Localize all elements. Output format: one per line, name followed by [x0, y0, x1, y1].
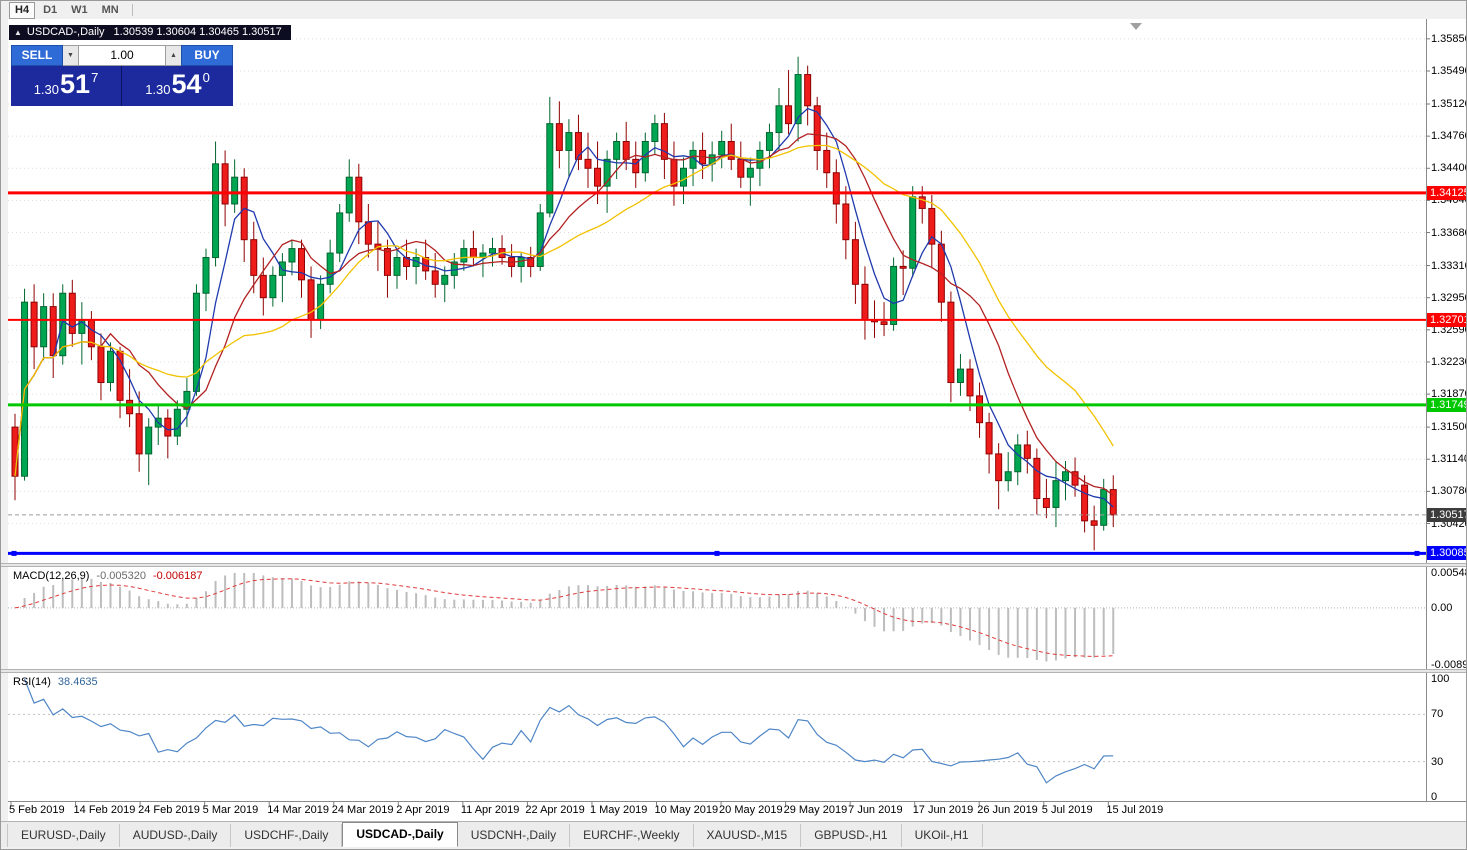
price-line-label: 1.30085	[1427, 546, 1466, 561]
date-axis-label: 22 Apr 2019	[525, 804, 585, 816]
price-line-label: 1.31749	[1427, 397, 1466, 412]
current-bid-label: 1.30517	[1427, 507, 1466, 522]
date-axis-label: 5 Feb 2019	[9, 804, 65, 816]
buy-price-head: 1.30	[145, 82, 171, 97]
timeframe-button-w1[interactable]: W1	[71, 3, 88, 16]
macd-main-value: -0.005320	[96, 570, 146, 582]
price-axis-label: 1.35120	[1431, 98, 1467, 110]
price-axis-label: 1.31870	[1431, 388, 1467, 401]
price-line-label: 1.32701	[1427, 312, 1466, 327]
price-axis-label: 1.33680	[1431, 226, 1467, 239]
volume-input[interactable]: 1.00	[78, 45, 166, 66]
macd-indicator-label: MACD(12,26,9) -0.005320 -0.006187	[13, 570, 203, 582]
chart-title-ohlc: 1.30539 1.30604 1.30465 1.30517	[113, 26, 282, 38]
buy-button[interactable]: BUY	[181, 45, 233, 66]
date-axis-label: 14 Feb 2019	[73, 804, 136, 816]
price-axis-label: 1.33310	[1431, 259, 1467, 272]
macd-signal-value: -0.006187	[152, 570, 203, 582]
price-axis-label: 1.35490	[1431, 64, 1467, 77]
timeframe-button-d1[interactable]: D1	[43, 3, 58, 16]
toolbar-separator	[131, 4, 133, 16]
date-axis-label: 24 Mar 2019	[331, 804, 394, 816]
rsi-axis-label: 0	[1431, 791, 1438, 803]
price-axis-label: 1.35850	[1431, 32, 1467, 45]
volume-increase-button[interactable]: ▲	[166, 45, 181, 66]
timeframe-button-mn[interactable]: MN	[101, 3, 119, 16]
date-axis-label: 20 May 2019	[719, 804, 783, 816]
date-axis-label: 5 Jul 2019	[1041, 804, 1093, 816]
one-click-price-row: 1.30 51 7 1.30 54 0	[11, 66, 233, 106]
date-axis[interactable]	[8, 801, 1466, 821]
rsi-name: RSI(14)	[13, 676, 51, 688]
macd-axis-label: 0.005484	[1431, 567, 1466, 579]
date-axis-label: 15 Jul 2019	[1106, 804, 1164, 816]
date-axis-label: 11 Apr 2019	[460, 804, 520, 816]
price-axis-label: 1.31500	[1431, 421, 1467, 434]
rsi-value: 38.4635	[57, 676, 98, 688]
price-axis-label: 1.30780	[1431, 485, 1467, 498]
window-collapse-icon[interactable]: ▲	[14, 28, 22, 37]
rsi-panel[interactable]	[8, 673, 1426, 801]
date-axis-label: 24 Feb 2019	[138, 804, 200, 816]
sell-price-pip: 7	[91, 70, 99, 85]
volume-decrease-button[interactable]: ▼	[63, 45, 78, 66]
one-click-trading-panel: SELL ▼ 1.00 ▲ BUY 1.30 51 7 1.30 54 0	[11, 45, 233, 106]
panel-splitter[interactable]	[1, 563, 1466, 567]
chart-tab-eurchf-weekly[interactable]: EURCHF-,Weekly	[570, 824, 694, 847]
sell-button[interactable]: SELL	[11, 45, 63, 66]
rsi-axis-label: 70	[1431, 708, 1444, 721]
timeframe-button-h4[interactable]: H4	[9, 1, 36, 19]
timeframe-toolbar: H4 D1 W1 MN	[1, 1, 1466, 19]
date-axis-label: 14 Mar 2019	[267, 804, 329, 816]
rsi-axis-label: 100	[1431, 673, 1450, 685]
chart-tab-eurusd-daily[interactable]: EURUSD-,Daily	[7, 824, 120, 847]
macd-axis-label: -0.008973	[1431, 659, 1466, 671]
price-axis-label: 1.32950	[1431, 291, 1467, 304]
buy-price-pip: 0	[202, 70, 210, 85]
date-axis-label: 29 May 2019	[783, 804, 848, 816]
date-axis-label: 10 May 2019	[654, 804, 719, 816]
price-line-label: 1.34125	[1427, 185, 1466, 200]
rsi-indicator-label: RSI(14) 38.4635	[13, 676, 98, 688]
date-axis-label: 7 Jun 2019	[848, 804, 903, 816]
price-axis-label: 1.34760	[1431, 130, 1467, 143]
sell-price-head: 1.30	[33, 82, 60, 97]
date-axis-label: 17 Jun 2019	[912, 804, 974, 816]
rsi-axis-label: 30	[1431, 755, 1444, 768]
macd-axis-label: 0.00	[1431, 601, 1453, 614]
one-click-top-row: SELL ▼ 1.00 ▲ BUY	[11, 45, 233, 66]
chart-tab-bar: EURUSD-,Daily AUDUSD-,Daily USDCHF-,Daily U…	[1, 821, 1466, 847]
buy-price-display[interactable]: 1.30 54 0	[122, 66, 233, 106]
panel-splitter[interactable]	[1, 669, 1466, 673]
sell-price-main: 51	[60, 69, 91, 99]
date-axis-label: 2 Apr 2019	[396, 804, 450, 816]
chart-title-bar: ▲ USDCAD-,Daily 1.30539 1.30604 1.30465 1.…	[9, 25, 291, 40]
price-axis-label: 1.32230	[1431, 355, 1467, 368]
sell-price-display[interactable]: 1.30 51 7	[11, 66, 122, 106]
chart-tab-usdcad-daily[interactable]: USDCAD-,Daily	[342, 822, 458, 847]
chart-title-symbol: USDCAD-,Daily	[26, 26, 105, 38]
chart-tab-ukoil-h1[interactable]: UKOil-,H1	[902, 824, 983, 847]
chart-tab-gbpusd-h1[interactable]: GBPUSD-,H1	[801, 824, 902, 847]
date-axis-label: 1 May 2019	[589, 804, 648, 816]
date-axis-label: 5 Mar 2019	[202, 804, 259, 816]
chart-tab-usdcnh-daily[interactable]: USDCNH-,Daily	[458, 824, 571, 847]
macd-name: MACD(12,26,9)	[13, 570, 90, 582]
price-axis-label: 1.31140	[1431, 453, 1467, 466]
macd-panel[interactable]	[8, 567, 1426, 669]
chart-tab-audusd-daily[interactable]: AUDUSD-,Daily	[120, 824, 232, 847]
chart-tab-xauusd-m15[interactable]: XAUUSD-,M15	[694, 824, 802, 847]
price-axis-label: 1.34400	[1431, 162, 1467, 175]
date-axis-label: 26 Jun 2019	[977, 804, 1038, 816]
chart-tab-usdchf-daily[interactable]: USDCHF-,Daily	[231, 824, 343, 847]
buy-price-main: 54	[171, 69, 202, 99]
